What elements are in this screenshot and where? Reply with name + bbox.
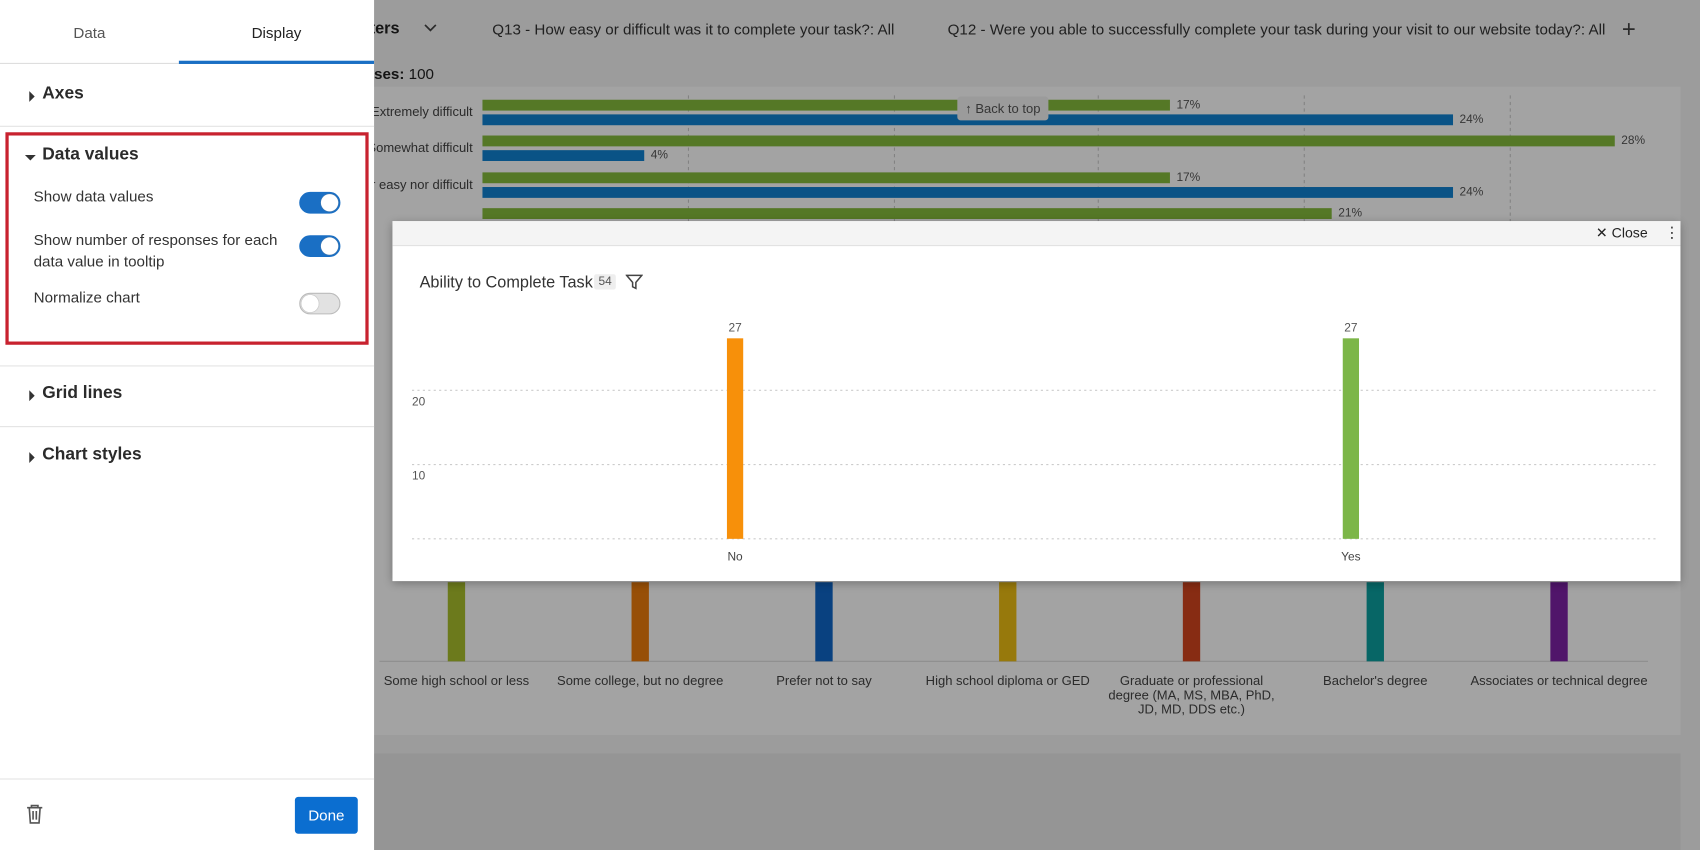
chart-title: Ability to Complete Task [419, 273, 593, 292]
column-label: Graduate or professional degree (MA, MS,… [1108, 673, 1275, 717]
responses-count: 100 [408, 65, 434, 83]
back-to-top[interactable]: ↑ Back to top [957, 96, 1049, 121]
bar [1342, 338, 1360, 539]
chevron[interactable] [28, 450, 41, 470]
bar [482, 172, 1170, 184]
row-label: r easy nor difficult [371, 177, 473, 192]
option-label: Show number of responses for each data v… [33, 230, 278, 270]
column-bar [815, 582, 833, 662]
done-button[interactable]: Done [294, 796, 358, 834]
responses: ses: 100 [374, 65, 434, 82]
close-button[interactable]: ✕ Close [1595, 224, 1648, 241]
filters-chevron[interactable] [423, 20, 438, 35]
x-tick-label: No [727, 549, 743, 563]
section-title[interactable]: Grid lines [42, 383, 123, 403]
row-label: Somewhat difficult [367, 140, 473, 155]
section-title[interactable]: Chart styles [42, 445, 142, 465]
section-title[interactable]: Axes [42, 84, 84, 103]
bar [482, 208, 1332, 220]
option-label: Show data values [33, 187, 154, 205]
column-label: Some high school or less [383, 673, 530, 689]
y-tick-label: 10 [412, 469, 426, 483]
value-label: 17% [1176, 170, 1200, 184]
chevron-icon [424, 24, 437, 32]
count-badge: 54 [594, 274, 617, 290]
filter-q13[interactable]: Q13 - How easy or difficult was it to co… [492, 20, 895, 38]
column-label: Bachelor's degree [1323, 673, 1428, 689]
column-label: Associates or technical degree [1470, 673, 1648, 689]
column-bar [1550, 582, 1568, 662]
trash [27, 804, 43, 824]
modal-header [392, 221, 1681, 247]
toggle[interactable] [299, 235, 341, 257]
filters-label[interactable]: ters [369, 19, 400, 38]
value-label: 24% [1460, 185, 1484, 199]
delete-icon[interactable] [26, 804, 43, 829]
close-label: Close [1611, 224, 1648, 241]
highlight-box [5, 132, 369, 345]
column-bar [631, 582, 649, 662]
toggle-knob [301, 294, 319, 313]
row-label: Extremely difficult [371, 104, 473, 119]
data-label: 27 [1344, 321, 1358, 335]
tab[interactable]: Display [251, 23, 302, 42]
filter-icon[interactable] [625, 273, 644, 296]
column-label: Prefer not to say [776, 673, 872, 689]
column-bar [447, 582, 466, 662]
sidebar: Data Display Axes Data values Show data val… [0, 0, 375, 850]
report-card-lower [374, 753, 1681, 850]
footer-divider [0, 778, 375, 780]
value-label: 28% [1621, 133, 1645, 147]
column-bar [999, 582, 1017, 662]
add-filter-icon[interactable]: + [1621, 15, 1636, 43]
value-label: 4% [651, 148, 669, 162]
value-label: 17% [1176, 97, 1200, 111]
back-to-top-label: Back to top [975, 100, 1041, 117]
caret-right [29, 91, 35, 102]
toggle[interactable] [299, 292, 341, 315]
modal-chart: 10 20 27 No 27 Yes [411, 321, 1659, 563]
tab-underline [178, 60, 375, 64]
bar [482, 99, 1170, 111]
section-title[interactable]: Data values [42, 145, 139, 164]
section-divider [0, 365, 375, 367]
bar [482, 187, 1454, 198]
chevron[interactable] [24, 150, 37, 170]
bar [482, 135, 1615, 147]
x-tick-label: Yes [1341, 549, 1360, 563]
section-divider [0, 426, 375, 428]
chevron[interactable] [28, 388, 41, 408]
column-label: High school diploma or GED [925, 673, 1090, 689]
chevron[interactable] [28, 89, 41, 109]
caret-right [29, 452, 35, 463]
toggle[interactable] [299, 191, 341, 214]
column-label: Some college, but no degree [557, 673, 724, 689]
value-label: 21% [1338, 206, 1362, 220]
tab[interactable]: Data [73, 23, 106, 42]
funnel [625, 274, 644, 290]
toggle-knob [320, 237, 339, 255]
value-label: 24% [1460, 112, 1484, 126]
section-divider [0, 125, 375, 127]
filter-q12[interactable]: Q12 - Were you able to successfully comp… [947, 20, 1606, 38]
column-bar [1366, 582, 1384, 662]
responses-label: ses: [374, 65, 405, 83]
option-label: Normalize chart [33, 288, 140, 306]
column-bar [1182, 582, 1201, 662]
bar [482, 150, 645, 162]
more-menu[interactable]: ⋮ [1664, 223, 1680, 241]
caret-down [24, 155, 36, 161]
caret-right [29, 390, 35, 402]
toggle-knob [320, 194, 339, 212]
data-label: 27 [728, 321, 742, 335]
modal: ✕ Close ⋮ Ability to Complete Task 54 10… [392, 221, 1681, 582]
bar [726, 338, 744, 539]
y-tick-label: 20 [412, 394, 426, 408]
